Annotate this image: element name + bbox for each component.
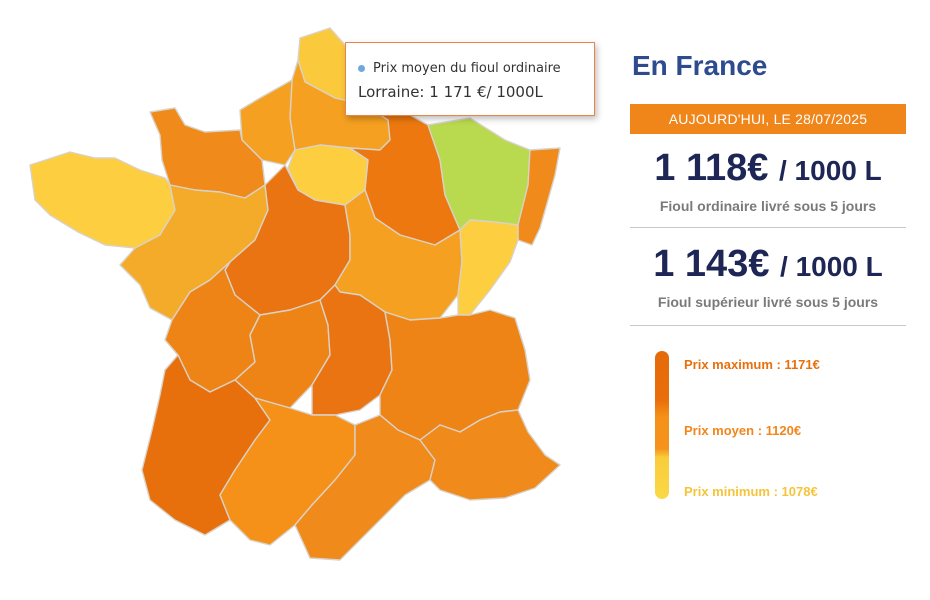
superior-price-line: 1 143€ / 1000 L: [630, 242, 906, 289]
superior-price-block: 1 143€ / 1000 L Fioul supérieur livré so…: [630, 228, 906, 326]
ordinary-price-line: 1 118€ / 1000 L: [630, 146, 906, 193]
tooltip-value: Lorraine: 1 171 €/ 1000L: [358, 83, 543, 101]
legend-avg-label: Prix moyen : 1120€: [684, 423, 802, 438]
price-panel: En France AUJOURD'HUI, LE 28/07/2025 1 1…: [630, 50, 906, 326]
region-alsace[interactable]: [517, 147, 561, 246]
legend-min-label: Prix minimum : 1078€: [684, 484, 818, 499]
price-legend: Prix maximum : 1171€ Prix moyen : 1120€ …: [655, 351, 915, 501]
tooltip-series-name: Prix moyen du fioul ordinaire: [373, 61, 561, 76]
france-regions-map: [29, 27, 561, 561]
region-franche-comte[interactable]: [457, 219, 519, 316]
superior-price: 1 143€: [653, 243, 770, 285]
region-paca[interactable]: [419, 409, 561, 501]
region-tooltip: Prix moyen du fioul ordinaire Lorraine: …: [345, 42, 595, 116]
panel-title: En France: [632, 50, 768, 81]
date-banner: AUJOURD'HUI, LE 28/07/2025: [630, 104, 906, 134]
region-languedoc-roussillon[interactable]: [294, 414, 436, 561]
legend-color-bar: [655, 351, 669, 499]
legend-max-label: Prix maximum : 1171€: [684, 357, 820, 372]
ordinary-price-block: 1 118€ / 1000 L Fioul ordinaire livré so…: [630, 134, 906, 228]
ordinary-price-label: Fioul ordinaire livré sous 5 jours: [659, 198, 877, 214]
ordinary-price: 1 118€: [654, 147, 769, 189]
region-limousin[interactable]: [234, 299, 331, 409]
ordinary-price-unit: / 1000 L: [778, 155, 882, 186]
tooltip-series-row: Prix moyen du fioul ordinaire: [358, 61, 561, 76]
series-dot-icon: [358, 65, 365, 72]
superior-price-label: Fioul supérieur livré sous 5 jours: [657, 294, 879, 310]
superior-price-unit: / 1000 L: [780, 251, 883, 282]
region-bretagne[interactable]: [29, 151, 176, 249]
